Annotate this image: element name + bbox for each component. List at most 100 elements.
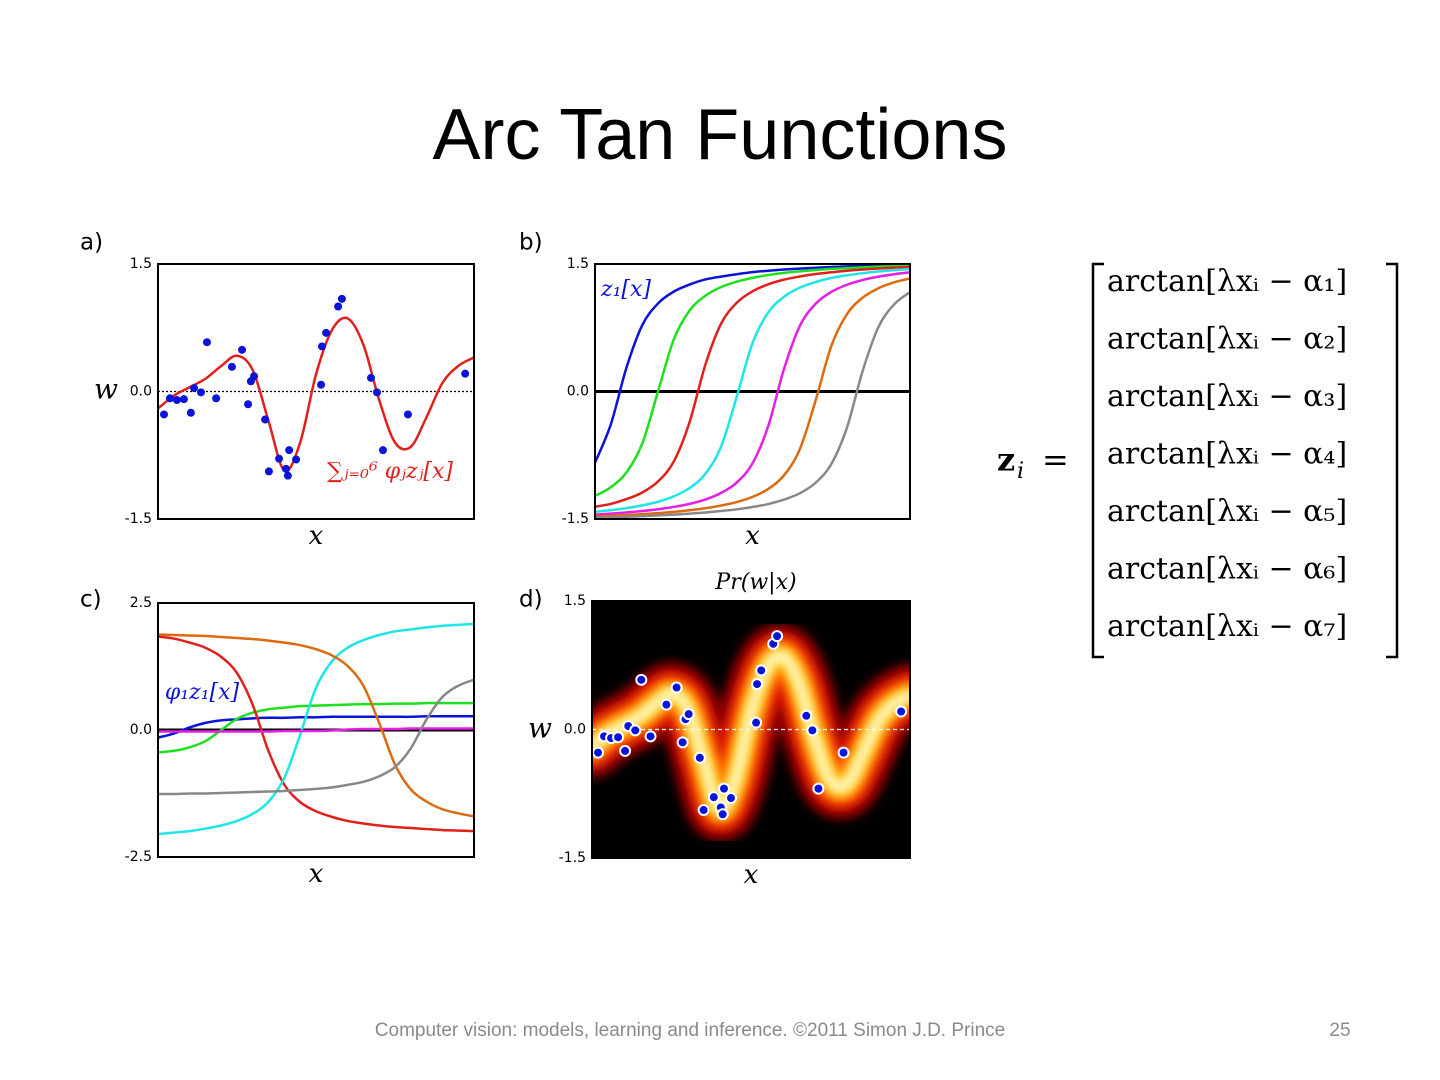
- data-point: [322, 328, 331, 337]
- data-point: [372, 388, 381, 397]
- y-tick-label: -1.5: [562, 511, 589, 527]
- equation-symbol: z: [997, 441, 1015, 479]
- annotation: ∑ⱼ₌₀⁶ φⱼzⱼ[x]: [327, 459, 453, 484]
- data-point: [682, 708, 695, 721]
- page-number: 25: [1329, 1020, 1350, 1041]
- series-line: [595, 265, 910, 508]
- data-point: [186, 408, 195, 417]
- y-tick-label: -1.5: [559, 850, 586, 866]
- x-axis-label: x: [309, 859, 324, 889]
- data-point: [366, 373, 375, 382]
- plot-frame: [157, 263, 475, 520]
- data-point: [318, 342, 327, 351]
- series-line: [158, 635, 474, 833]
- data-point: [612, 731, 625, 744]
- data-point: [707, 791, 720, 804]
- data-point: [378, 446, 387, 455]
- data-point: [337, 294, 346, 303]
- series-line: [158, 622, 474, 836]
- right-bracket: [1386, 262, 1399, 659]
- left-bracket: [1091, 262, 1104, 659]
- data-point: [800, 709, 813, 722]
- panel: -1.5 0.0 1.5 b) x z₁[x]: [519, 230, 911, 551]
- equation-row: arctan[λxᵢ − α₇]: [1107, 609, 1347, 644]
- data-point: [895, 705, 908, 718]
- y-tick-label: 0.0: [567, 384, 589, 400]
- data-point: [275, 454, 284, 463]
- y-tick-label: 0.0: [564, 722, 586, 738]
- series-line: [595, 264, 910, 464]
- data-point: [676, 736, 689, 749]
- y-tick-label: 0.0: [130, 722, 152, 738]
- data-point: [190, 384, 199, 393]
- series-line: [595, 271, 910, 516]
- data-point: [250, 372, 259, 381]
- panel-label: b): [519, 230, 543, 256]
- x-axis-label: x: [309, 521, 324, 551]
- equation-row: arctan[λxᵢ − α₅]: [1107, 494, 1347, 529]
- x-axis-label: x: [745, 521, 760, 551]
- data-point: [806, 724, 819, 737]
- annotation: z₁[x]: [600, 277, 651, 302]
- data-point: [403, 410, 412, 419]
- data-point: [202, 338, 211, 347]
- data-point: [592, 746, 605, 759]
- data-point: [261, 415, 270, 424]
- data-point: [629, 724, 642, 737]
- data-point: [644, 730, 657, 743]
- data-point: [717, 782, 730, 795]
- data-point: [317, 380, 326, 389]
- series-line: [595, 267, 910, 514]
- data-point: [697, 804, 710, 817]
- data-point: [283, 471, 292, 480]
- data-point: [281, 464, 290, 473]
- y-tick-label: -2.5: [125, 849, 152, 865]
- footer: Computer vision: models, learning and in…: [375, 1020, 1005, 1041]
- plot-frame: [594, 263, 911, 520]
- series-line: [595, 277, 910, 518]
- equation-row: arctan[λxᵢ − α₄]: [1107, 437, 1347, 472]
- equation-sign: =: [1042, 441, 1069, 479]
- annotation: φ₁z₁[x]: [165, 680, 240, 705]
- plot-area: [595, 264, 910, 519]
- equation-row: arctan[λxᵢ − α₆]: [1107, 552, 1347, 587]
- data-point: [750, 716, 763, 729]
- series-line: [158, 678, 474, 796]
- y-tick-label: -1.5: [125, 511, 152, 527]
- data-point: [238, 345, 247, 354]
- charts: -1.5 0.0 1.5 a) x w ∑ⱼ₌₀⁶ φⱼzⱼ[x] -1.5 0.0 1.5 b) x…: [80, 230, 911, 890]
- equation-rows: arctan[λxᵢ − α₁] arctan[λxᵢ − α₂] arctan[λ…: [1107, 264, 1347, 644]
- panel-label: c): [80, 587, 102, 613]
- panel-title: Pr(w|x): [714, 570, 796, 595]
- data-point: [227, 362, 236, 371]
- plot-area: [158, 294, 474, 480]
- plot-area: [592, 623, 910, 842]
- plot-frame: [157, 602, 475, 858]
- data-point: [724, 792, 737, 805]
- data-point: [619, 744, 632, 757]
- y-tick-label: 1.5: [130, 256, 152, 272]
- data-point: [751, 678, 764, 691]
- panel-label: a): [80, 230, 103, 256]
- data-point: [693, 751, 706, 764]
- equation-row: arctan[λxᵢ − α₃]: [1107, 379, 1347, 414]
- panel: -1.5 0.0 1.5 a) x w ∑ⱼ₌₀⁶ φⱼzⱼ[x]: [80, 230, 475, 551]
- plot-frame: [591, 600, 911, 859]
- y-axis-label: w: [94, 373, 118, 406]
- series-line: [595, 291, 910, 519]
- x-axis-label: x: [744, 860, 759, 890]
- slide-title: Arc Tan Functions: [433, 95, 1008, 175]
- panel: -2.5 0.0 2.5 c) x φ₁z₁[x]: [80, 587, 475, 889]
- data-point: [716, 808, 729, 821]
- data-point: [837, 746, 850, 759]
- data-point: [461, 369, 470, 378]
- series-line: [595, 264, 910, 497]
- data-point: [771, 630, 784, 643]
- y-tick-label: 1.5: [567, 256, 589, 272]
- data-point: [172, 396, 181, 404]
- data-point: [635, 673, 648, 686]
- y-tick-label: 2.5: [130, 595, 152, 611]
- fit-curve: [158, 316, 474, 473]
